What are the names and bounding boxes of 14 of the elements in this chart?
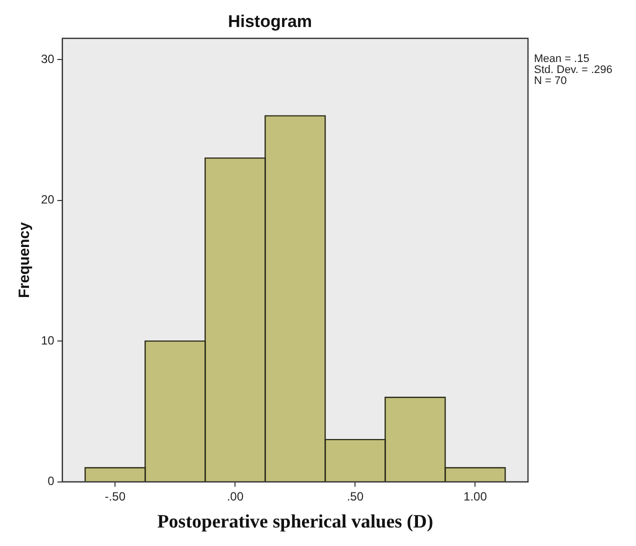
text: Std. Dev. = .296 bbox=[534, 64, 612, 76]
text: N = 70 bbox=[534, 75, 567, 88]
y-tick-label: 10 bbox=[40, 333, 55, 348]
y-tick-label: 30 bbox=[40, 52, 55, 66]
y-tick-label: 20 bbox=[40, 192, 55, 207]
x-tick-label: 1.00 bbox=[464, 489, 488, 504]
y-tick-label: 0 bbox=[48, 474, 55, 488]
chart-title: Histogram bbox=[228, 12, 312, 31]
x-tick-label: .50 bbox=[346, 489, 364, 504]
text: Mean = .15 bbox=[534, 53, 590, 66]
x-axis-title: Postoperative spherical values (D) bbox=[157, 512, 434, 533]
x-tick-label: .00 bbox=[226, 489, 244, 504]
y-axis-title: Frequency bbox=[16, 222, 34, 298]
x-tick-label: -.50 bbox=[104, 489, 126, 504]
